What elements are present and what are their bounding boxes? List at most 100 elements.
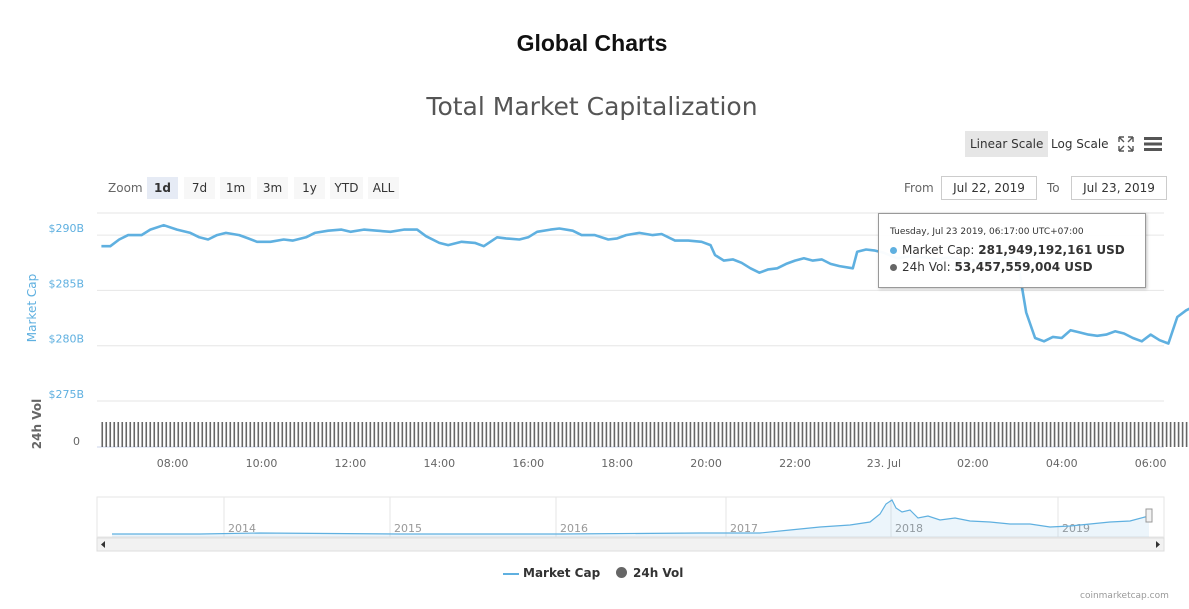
volume-bar: [689, 422, 692, 447]
volume-bar: [1185, 422, 1188, 447]
volume-bar: [1049, 422, 1052, 447]
volume-bars: [101, 422, 1188, 447]
volume-bar: [237, 422, 240, 447]
navigator-handle: [1145, 508, 1153, 523]
volume-bar: [229, 422, 232, 447]
navigator-year-label: 2015: [394, 522, 422, 535]
volume-bar: [469, 422, 472, 447]
volume-bar: [921, 422, 924, 447]
tooltip-volume-value: 53,457,559,004 USD: [954, 260, 1093, 274]
volume-bar: [565, 422, 568, 447]
volume-bar: [341, 422, 344, 447]
volume-bar: [577, 422, 580, 447]
volume-dot-icon: [890, 264, 897, 271]
zoom-1d-button[interactable]: 1d: [147, 177, 178, 199]
volume-bar: [865, 422, 868, 447]
market-cap-dot-icon: [890, 247, 897, 254]
volume-bar: [977, 422, 980, 447]
volume-bar: [549, 422, 552, 447]
volume-bar: [1137, 422, 1140, 447]
x-tick-label: 12:00: [335, 457, 367, 470]
volume-bar: [713, 422, 716, 447]
volume-bar: [221, 422, 224, 447]
volume-bar: [613, 422, 616, 447]
x-tick-label: 08:00: [157, 457, 189, 470]
volume-bar: [993, 422, 996, 447]
volume-bar: [301, 422, 304, 447]
volume-circle-icon: [616, 567, 627, 578]
x-tick-label: 10:00: [246, 457, 278, 470]
volume-bar: [661, 422, 664, 447]
volume-bar: [513, 422, 516, 447]
zoom-all-button[interactable]: ALL: [368, 177, 399, 199]
credits-link[interactable]: coinmarketcap.com: [1080, 591, 1169, 601]
volume-bar: [525, 422, 528, 447]
volume-bar: [961, 422, 964, 447]
range-from-input[interactable]: Jul 22, 2019: [941, 176, 1037, 200]
navigator-year-label: 2017: [730, 522, 758, 535]
volume-bar: [197, 422, 200, 447]
x-tick-label: 23. Jul: [867, 457, 901, 470]
range-to-input[interactable]: Jul 23, 2019: [1071, 176, 1167, 200]
x-tick-label: 22:00: [779, 457, 811, 470]
linear-scale-button[interactable]: Linear Scale: [965, 131, 1049, 157]
zoom-3m-button[interactable]: 3m: [257, 177, 288, 199]
volume-bar: [781, 422, 784, 447]
x-tick-label: 04:00: [1046, 457, 1078, 470]
volume-bar: [445, 422, 448, 447]
volume-bar: [509, 422, 512, 447]
volume-bar: [1129, 422, 1132, 447]
volume-bar: [1125, 422, 1128, 447]
volume-bar: [861, 422, 864, 447]
volume-bar: [1165, 422, 1168, 447]
x-tick-label: 14:00: [423, 457, 455, 470]
tooltip-market-cap-label: Market Cap:: [902, 243, 975, 257]
legend-24h-vol[interactable]: 24h Vol: [616, 566, 683, 580]
volume-bar: [821, 422, 824, 447]
volume-bar: [1121, 422, 1124, 447]
scroll-left-icon: [101, 541, 105, 548]
volume-bar: [317, 422, 320, 447]
volume-bar: [521, 422, 524, 447]
volume-bar: [497, 422, 500, 447]
volume-bar: [1025, 422, 1028, 447]
volume-bar: [1133, 422, 1136, 447]
volume-bar: [1005, 422, 1008, 447]
fullscreen-icon[interactable]: [1117, 135, 1135, 153]
zoom-7d-button[interactable]: 7d: [184, 177, 215, 199]
legend-market-cap[interactable]: Market Cap: [503, 566, 600, 580]
volume-tick-label: 0: [73, 435, 80, 448]
volume-bar: [849, 422, 852, 447]
volume-bar: [1153, 422, 1156, 447]
volume-bar: [1065, 422, 1068, 447]
volume-bar: [541, 422, 544, 447]
volume-bar: [841, 422, 844, 447]
log-scale-button[interactable]: Log Scale: [1051, 137, 1109, 151]
volume-bar: [465, 422, 468, 447]
volume-bar: [673, 422, 676, 447]
volume-bar: [1149, 422, 1152, 447]
zoom-1m-button[interactable]: 1m: [220, 177, 251, 199]
menu-icon[interactable]: [1144, 136, 1162, 152]
volume-bar: [353, 422, 356, 447]
navigator-year-label: 2018: [895, 522, 923, 535]
volume-bar: [729, 422, 732, 447]
zoom-1y-button[interactable]: 1y: [294, 177, 325, 199]
volume-axis-title: 24h Vol: [30, 399, 44, 449]
volume-bar: [249, 422, 252, 447]
volume-bar: [889, 422, 892, 447]
volume-bar: [797, 422, 800, 447]
volume-bar: [109, 422, 112, 447]
volume-bar: [377, 422, 380, 447]
x-axis: 08:00 10:00 12:00 14:00 16:00 18:00 20:00 22:00…: [157, 457, 1167, 470]
volume-bar: [757, 422, 760, 447]
volume-bar: [269, 422, 272, 447]
volume-bar: [157, 422, 160, 447]
volume-bar: [573, 422, 576, 447]
range-from-label: From: [904, 181, 934, 195]
zoom-ytd-button[interactable]: YTD: [330, 177, 363, 199]
volume-bar: [217, 422, 220, 447]
volume-bar: [289, 422, 292, 447]
volume-bar: [485, 422, 488, 447]
